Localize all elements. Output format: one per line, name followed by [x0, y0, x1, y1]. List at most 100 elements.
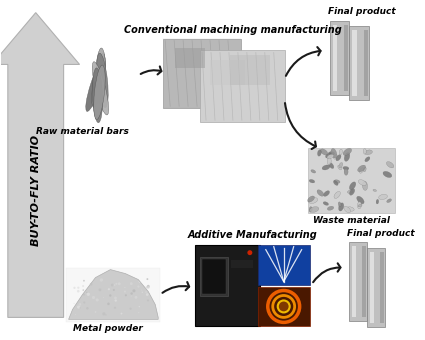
Circle shape: [75, 314, 76, 315]
Bar: [308, 148, 395, 213]
Bar: [332, 24, 337, 91]
Ellipse shape: [343, 148, 351, 155]
Circle shape: [107, 303, 110, 305]
Ellipse shape: [376, 199, 379, 204]
Circle shape: [135, 296, 137, 299]
Ellipse shape: [331, 149, 337, 158]
Circle shape: [147, 286, 150, 289]
Ellipse shape: [322, 165, 330, 170]
Ellipse shape: [358, 204, 362, 207]
Circle shape: [278, 301, 290, 312]
Ellipse shape: [334, 180, 340, 183]
Circle shape: [100, 278, 103, 282]
Ellipse shape: [349, 182, 356, 190]
Ellipse shape: [344, 168, 348, 175]
Circle shape: [130, 292, 133, 295]
Circle shape: [137, 286, 139, 288]
Circle shape: [83, 280, 85, 282]
Ellipse shape: [334, 191, 340, 199]
Ellipse shape: [365, 157, 370, 162]
Bar: [175, 49, 205, 68]
Text: Waste material: Waste material: [313, 216, 390, 225]
Ellipse shape: [343, 167, 349, 170]
Circle shape: [87, 293, 90, 296]
Bar: [349, 26, 369, 100]
Ellipse shape: [347, 190, 353, 193]
Ellipse shape: [363, 167, 366, 172]
Text: Conventional machining manufacturing: Conventional machining manufacturing: [124, 24, 342, 35]
Circle shape: [138, 312, 139, 313]
Ellipse shape: [383, 171, 392, 177]
Circle shape: [139, 306, 140, 307]
Circle shape: [145, 286, 148, 289]
Circle shape: [74, 287, 76, 289]
Ellipse shape: [94, 65, 105, 120]
Text: Final product: Final product: [348, 229, 415, 238]
Ellipse shape: [329, 152, 334, 155]
Circle shape: [114, 296, 117, 299]
Bar: [258, 245, 309, 285]
Bar: [329, 21, 349, 95]
Circle shape: [103, 297, 104, 298]
Bar: [230, 55, 270, 85]
Text: Raw material bars: Raw material bars: [36, 127, 129, 136]
Ellipse shape: [347, 207, 354, 211]
Ellipse shape: [95, 48, 105, 103]
Ellipse shape: [386, 162, 394, 168]
Circle shape: [147, 285, 150, 288]
Circle shape: [141, 289, 142, 291]
Ellipse shape: [334, 181, 338, 185]
Ellipse shape: [339, 149, 343, 155]
Ellipse shape: [309, 180, 315, 183]
Ellipse shape: [339, 203, 344, 211]
Bar: [380, 252, 384, 323]
Circle shape: [147, 278, 148, 280]
Circle shape: [138, 281, 139, 282]
Circle shape: [95, 311, 96, 313]
Bar: [349, 242, 367, 321]
Circle shape: [146, 293, 149, 296]
Ellipse shape: [357, 202, 361, 209]
Circle shape: [118, 282, 121, 285]
Ellipse shape: [309, 198, 318, 204]
Bar: [344, 24, 348, 91]
Circle shape: [83, 293, 85, 295]
Text: BUY-TO-FLY RATIO: BUY-TO-FLY RATIO: [31, 135, 41, 246]
Ellipse shape: [344, 206, 351, 213]
Text: Final product: Final product: [328, 7, 395, 16]
Polygon shape: [68, 270, 158, 319]
Ellipse shape: [379, 194, 388, 200]
Ellipse shape: [338, 202, 341, 207]
Circle shape: [108, 288, 110, 290]
Ellipse shape: [357, 196, 364, 204]
Bar: [352, 246, 357, 318]
Ellipse shape: [317, 150, 321, 156]
Ellipse shape: [358, 180, 366, 185]
Circle shape: [90, 283, 93, 286]
Ellipse shape: [326, 153, 333, 158]
Ellipse shape: [327, 154, 334, 159]
Ellipse shape: [308, 196, 314, 202]
Bar: [65, 268, 160, 322]
Ellipse shape: [320, 149, 328, 155]
Bar: [370, 252, 374, 323]
Circle shape: [113, 289, 115, 291]
Circle shape: [79, 307, 81, 308]
Circle shape: [114, 307, 116, 309]
Ellipse shape: [317, 190, 324, 196]
Ellipse shape: [92, 53, 105, 107]
Ellipse shape: [344, 153, 350, 161]
Circle shape: [142, 291, 143, 293]
Circle shape: [124, 291, 126, 293]
Ellipse shape: [339, 163, 343, 168]
Circle shape: [121, 312, 122, 315]
Ellipse shape: [363, 181, 368, 190]
Ellipse shape: [363, 149, 366, 154]
Circle shape: [125, 294, 127, 296]
Circle shape: [145, 291, 147, 293]
Circle shape: [105, 314, 107, 316]
Ellipse shape: [323, 202, 329, 205]
Ellipse shape: [323, 191, 329, 196]
Ellipse shape: [338, 165, 342, 170]
Circle shape: [111, 284, 114, 287]
